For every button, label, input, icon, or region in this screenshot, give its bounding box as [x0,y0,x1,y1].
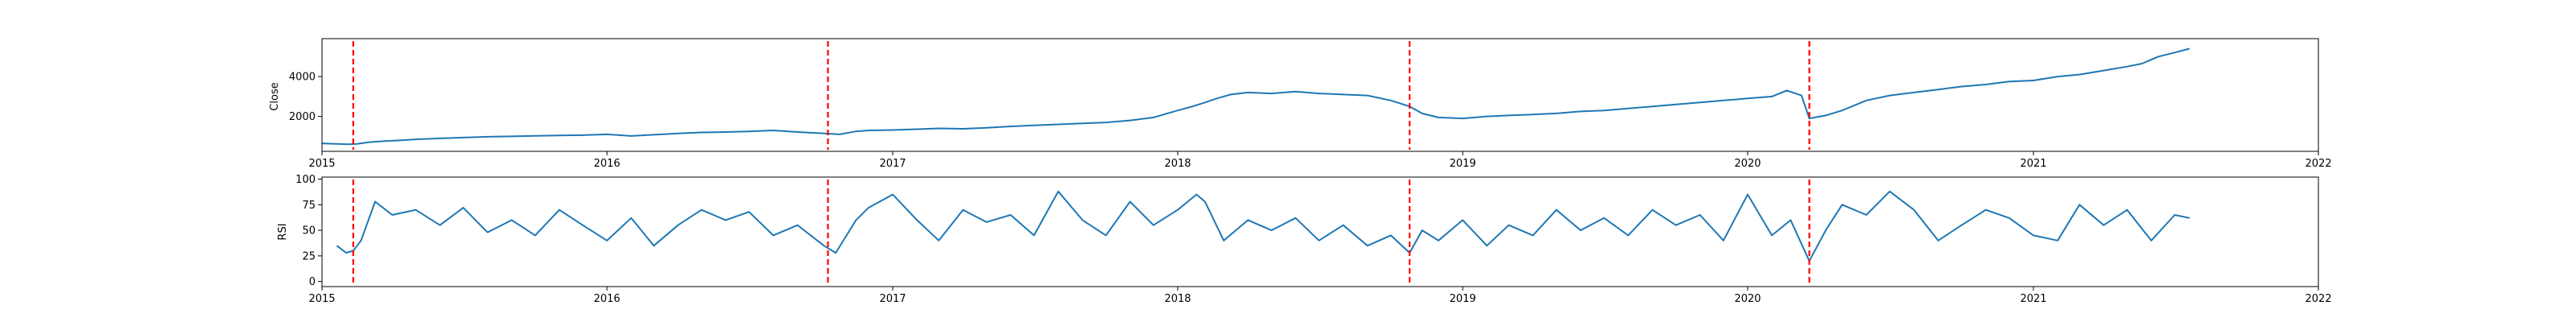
y-tick-label-75: 75 [302,200,316,212]
axes-frame [321,176,2319,287]
x-tick-label-2022: 2022 [2305,158,2331,170]
x-tick-label-2019: 2019 [1449,158,1476,170]
x-tick-label-2017: 2017 [879,293,906,305]
x-tick-label-2022: 2022 [2305,293,2331,305]
x-tick-label-2021: 2021 [2020,158,2046,170]
axes-frame [321,38,2319,152]
x-tick-label-2018: 2018 [1164,158,1191,170]
rsi-panel: RSI 2015 2016 2017 2018 2019 2020 2021 2022 0 25 5… [277,174,2332,305]
y-tick-label-4000: 4000 [289,72,316,84]
x-tick-label-2018: 2018 [1164,293,1191,305]
y-tick-label-100: 100 [295,174,316,186]
x-tick-label-2016: 2016 [593,293,620,305]
x-tick-label-2015: 2015 [308,158,335,170]
series-line-0 [336,190,2190,262]
y-tick-label-25: 25 [302,250,316,262]
x-tick-label-2019: 2019 [1449,293,1476,305]
y-tick-label-0: 0 [309,276,316,288]
x-tick-label-2020: 2020 [1734,293,1761,305]
x-tick-label-2021: 2021 [2020,293,2046,305]
close-y-axis-label: Close [269,82,281,110]
x-tick-label-2017: 2017 [879,158,906,170]
y-tick-label-50: 50 [302,225,316,237]
y-tick-label-2000: 2000 [289,111,316,123]
x-tick-label-2016: 2016 [593,158,620,170]
close-price-panel: Close 2015 2016 2017 2018 2019 2020 2021 2022 20… [269,38,2332,170]
x-tick-label-2020: 2020 [1734,158,1761,170]
series-line-0 [321,47,2190,146]
rsi-y-axis-label: RSI [277,223,289,240]
x-tick-label-2015: 2015 [308,293,335,305]
